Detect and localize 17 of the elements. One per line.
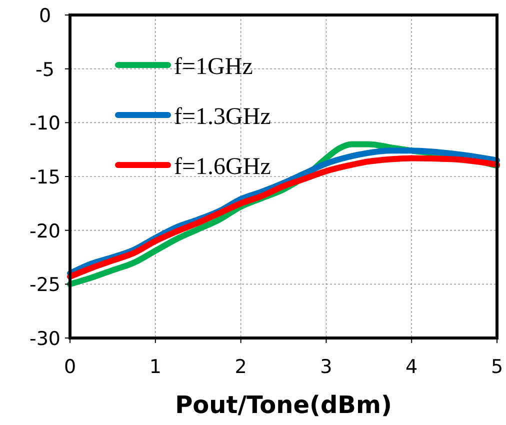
y-tick-label: -5 <box>36 58 54 81</box>
x-tick-label: 4 <box>406 356 418 378</box>
legend-label: f=1GHz <box>174 54 253 80</box>
x-tick-label: 0 <box>64 356 76 378</box>
y-tick-label: -20 <box>29 220 61 242</box>
x-tick-label: 2 <box>234 356 247 378</box>
x-tick-label: 3 <box>320 356 332 378</box>
x-tick-label: 1 <box>149 356 162 378</box>
x-axis-title: Pout/Tone(dBm) <box>175 391 392 419</box>
y-tick-label: -25 <box>29 274 61 296</box>
y-tick-label: -10 <box>29 112 61 135</box>
x-tick-label: 5 <box>490 356 504 378</box>
legend-label: f=1.6GHz <box>174 154 271 180</box>
y-tick-label: -15 <box>29 166 61 188</box>
legend-label: f=1.3GHz <box>174 104 271 130</box>
y-tick-label: -30 <box>29 328 61 350</box>
y-tick-label: 0 <box>38 5 52 27</box>
